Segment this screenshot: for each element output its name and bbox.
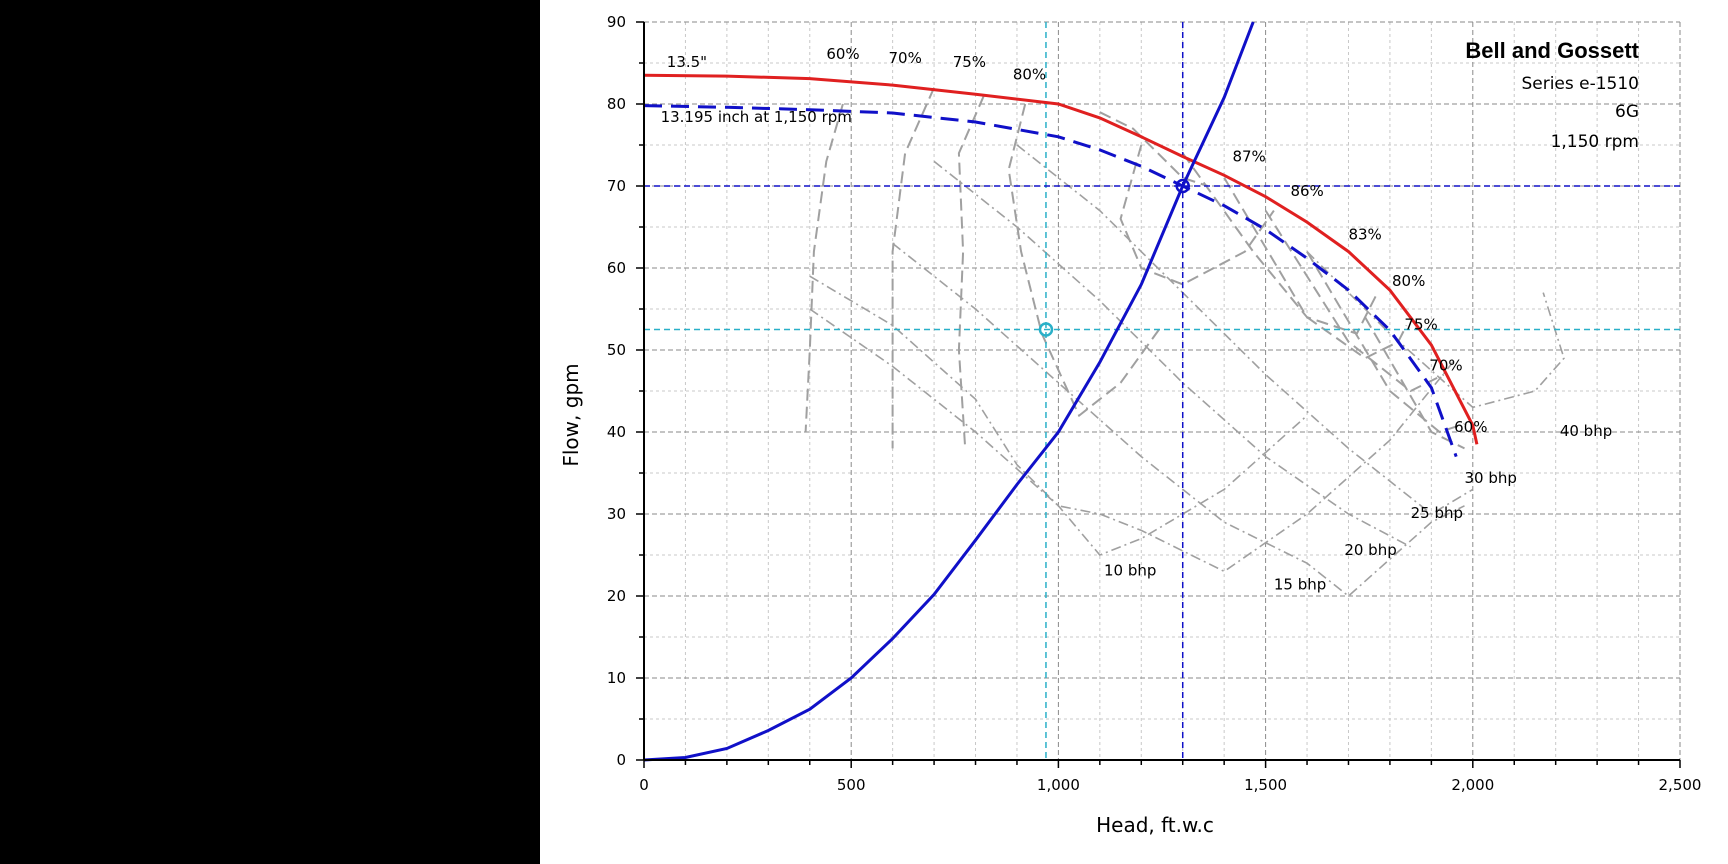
curve-label: 87% <box>1232 147 1265 165</box>
curve-label: 10 bhp <box>1104 562 1156 580</box>
curve-label: 70% <box>1429 357 1462 375</box>
y-tick-label: 70 <box>607 177 626 195</box>
y-tick-label: 50 <box>607 341 626 359</box>
curve-label: 86% <box>1290 182 1323 200</box>
curve-label: 80% <box>1013 65 1046 83</box>
curve-label: 60% <box>1454 418 1487 436</box>
chart-subtitle-series: Series e-1510 <box>1521 74 1639 94</box>
operating-markers <box>1038 178 1190 337</box>
curve-label: 13.195 inch at 1,150 rpm <box>661 108 852 126</box>
y-tick-label: 80 <box>607 95 626 113</box>
curve-label: 13.5" <box>667 53 707 71</box>
chart-subtitle-speed: 1,150 rpm <box>1551 132 1639 152</box>
bhp-curve <box>809 275 1308 556</box>
x-tick-label: 2,500 <box>1659 776 1702 794</box>
bhp-curve <box>809 308 1457 573</box>
efficiency-curve <box>1223 177 1408 360</box>
x-tick-label: 500 <box>837 776 866 794</box>
curve-label: 75% <box>1404 316 1437 334</box>
x-tick-label: 1,500 <box>1244 776 1287 794</box>
curve-label: 40 bhp <box>1560 422 1612 440</box>
y-tick-label: 60 <box>607 259 626 277</box>
curve-label: 70% <box>888 49 921 67</box>
curve-labels: 13.5" 13.195 inch at 1,150 rpm 60% 70% 75% 80… <box>661 45 1613 594</box>
y-tick-label: 30 <box>607 505 626 523</box>
efficiency-curve <box>1306 251 1465 434</box>
pump-curve-chart: 0 500 1,000 1,500 2,000 2,500 0 10 20 30 40 50 60 70 8… <box>559 13 1702 837</box>
y-tick-label: 0 <box>616 751 626 769</box>
minor-grid <box>644 22 1680 760</box>
bhp-curves <box>809 144 1565 598</box>
tick-labels: 0 500 1,000 1,500 2,000 2,500 0 10 20 30 40 50 60 70 8… <box>607 13 1702 794</box>
system-curve <box>643 21 1255 762</box>
curve-label: 80% <box>1392 272 1425 290</box>
curve-label: 25 bhp <box>1411 504 1463 522</box>
x-tick-label: 2,000 <box>1451 776 1494 794</box>
y-axis-title: Flow, gpm <box>559 363 583 466</box>
impeller-curve-max <box>643 73 1479 445</box>
axes <box>636 21 1681 768</box>
chart-subtitle-model: 6G <box>1615 102 1639 122</box>
efficiency-curve <box>1099 111 1208 187</box>
bhp-curve <box>1016 144 1474 515</box>
efficiency-curve <box>1119 144 1275 286</box>
bhp-curve <box>892 242 1465 598</box>
efficiency-curve <box>1364 316 1465 450</box>
efficiency-curve <box>804 103 844 433</box>
operating-point-marker <box>1038 322 1054 337</box>
impeller-curve-operating <box>643 104 1458 458</box>
x-axis-title: Head, ft.w.c <box>1096 813 1214 837</box>
curve-label: 30 bhp <box>1465 469 1517 487</box>
efficiency-curve <box>957 95 985 449</box>
efficiency-curves <box>804 87 1465 450</box>
operating-point-marker <box>1175 178 1190 194</box>
curve-label: 60% <box>826 45 859 63</box>
y-tick-label: 20 <box>607 587 626 605</box>
chart-panel: 0 500 1,000 1,500 2,000 2,500 0 10 20 30 40 50 60 70 8… <box>540 0 1728 864</box>
curve-label: 83% <box>1348 225 1381 243</box>
x-tick-label: 0 <box>639 776 649 794</box>
series-curves <box>643 21 1479 762</box>
y-tick-label: 40 <box>607 423 626 441</box>
curve-label: 15 bhp <box>1274 575 1326 593</box>
bhp-curve <box>1306 251 1565 409</box>
curve-label: 75% <box>953 53 986 71</box>
curve-label: 20 bhp <box>1344 541 1396 559</box>
bhp-curve <box>933 160 1411 548</box>
guide-lines <box>644 22 1680 760</box>
efficiency-curve <box>891 87 936 449</box>
chart-title: Bell and Gossett <box>1465 38 1639 63</box>
y-tick-label: 90 <box>607 13 626 31</box>
x-tick-label: 1,000 <box>1037 776 1080 794</box>
y-tick-label: 10 <box>607 669 626 687</box>
